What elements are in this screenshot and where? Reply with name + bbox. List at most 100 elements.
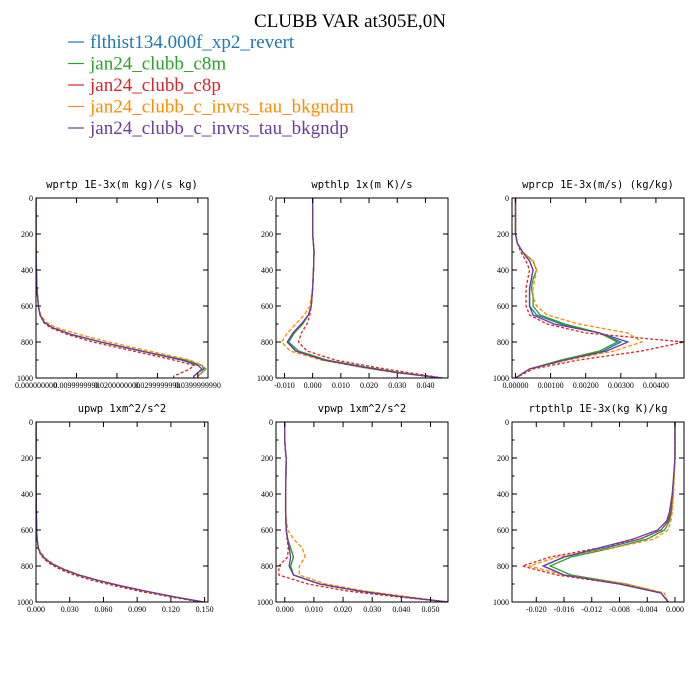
plot-frame xyxy=(275,421,449,603)
y-tick-label: 0 xyxy=(505,194,509,203)
series-line xyxy=(36,198,203,378)
series-line xyxy=(36,422,201,602)
series-line xyxy=(284,422,448,602)
legend-label: jan24_clubb_c8m xyxy=(89,54,226,75)
y-tick-label: 800 xyxy=(261,338,273,347)
y-tick-label: 400 xyxy=(21,490,33,499)
series-line xyxy=(284,422,448,602)
series-line xyxy=(287,198,443,378)
series-line xyxy=(286,198,443,378)
x-tick-label: 0.090 xyxy=(128,605,146,614)
y-tick-label: 800 xyxy=(21,562,33,571)
chart-panel: wprtp 1E-3x(m kg)/(s kg) 0 200 400 600 800 100… xyxy=(15,179,221,390)
panel-title: upwp 1xm^2/s^2 xyxy=(78,403,167,415)
series-line xyxy=(514,198,684,378)
series-line xyxy=(36,422,204,602)
plot-frame xyxy=(35,197,209,379)
y-tick-label: 0 xyxy=(269,418,273,427)
panel-title: rtpthlp 1E-3x(kg K)/kg xyxy=(528,403,667,415)
y-tick-label: 1000 xyxy=(493,374,509,383)
series-line xyxy=(36,422,204,602)
series-group xyxy=(514,198,684,378)
y-tick-label: 200 xyxy=(21,454,33,463)
panel-title: wprcp 1E-3x(m/s) (kg/kg) xyxy=(522,179,674,191)
x-tick-label: 0.0299999990 xyxy=(134,381,180,390)
y-tick-label: 400 xyxy=(21,266,33,275)
x-tick-label: 0.120 xyxy=(162,605,180,614)
y-tick-label: 1000 xyxy=(257,374,273,383)
x-tick-label: -0.004 xyxy=(637,605,658,614)
x-tick-label: 0.050 xyxy=(422,605,440,614)
panel-title: wprtp 1E-3x(m kg)/(s kg) xyxy=(46,179,198,191)
series-line xyxy=(36,198,205,378)
legend-label: jan24_clubb_c8p xyxy=(89,75,221,96)
x-tick-label: 0.030 xyxy=(363,605,381,614)
series-line xyxy=(284,422,448,602)
y-tick-label: 200 xyxy=(261,230,273,239)
x-tick-label: 0.000 xyxy=(666,605,684,614)
x-tick-label: -0.010 xyxy=(274,381,295,390)
series-line xyxy=(284,422,448,602)
x-tick-label: 0.000 xyxy=(304,381,322,390)
x-tick-label: -0.008 xyxy=(609,605,630,614)
chart-panel: rtpthlp 1E-3x(kg K)/kg 0 200 400 600 800 1000 -… xyxy=(493,403,685,614)
y-tick-label: 400 xyxy=(261,490,273,499)
panels: wprtp 1E-3x(m kg)/(s kg) 0 200 400 600 800 100… xyxy=(15,179,685,614)
x-tick-label: 0.020 xyxy=(334,605,352,614)
panel-title: wpthlp 1x(m K)/s xyxy=(311,179,412,191)
y-tick-label: 400 xyxy=(497,266,509,275)
y-tick-label: 800 xyxy=(261,562,273,571)
y-tick-label: 600 xyxy=(261,302,273,311)
x-tick-label: 0.150 xyxy=(196,605,214,614)
y-tick-label: 0 xyxy=(505,418,509,427)
y-tick-label: 600 xyxy=(21,302,33,311)
plot-frame xyxy=(35,421,209,603)
series-group xyxy=(36,198,207,378)
x-tick-label: -0.020 xyxy=(526,605,547,614)
y-tick-label: 600 xyxy=(497,526,509,535)
series-line xyxy=(514,198,644,378)
chart-panel: wprcp 1E-3x(m/s) (kg/kg) 0 200 400 600 800 100… xyxy=(493,179,685,390)
y-tick-label: 200 xyxy=(261,454,273,463)
series-line xyxy=(527,422,676,602)
x-tick-label: 0.0399999990 xyxy=(175,381,221,390)
series-line xyxy=(36,198,207,378)
y-tick-label: 0 xyxy=(29,418,33,427)
panel-title: vpwp 1xm^2/s^2 xyxy=(318,403,407,415)
x-tick-label: 0.000 xyxy=(27,605,45,614)
y-tick-label: 1000 xyxy=(257,598,273,607)
series-line xyxy=(36,422,204,602)
series-line xyxy=(36,198,196,378)
y-tick-label: 1000 xyxy=(17,598,33,607)
chart-panel: wpthlp 1x(m K)/s 0 200 400 600 800 1000-0.010 0… xyxy=(257,179,449,390)
y-tick-label: 200 xyxy=(497,454,509,463)
x-tick-label: 0.030 xyxy=(388,381,406,390)
series-line xyxy=(286,198,443,378)
y-tick-label: 800 xyxy=(497,562,509,571)
legend-label: jan24_clubb_c_invrs_tau_bkgndp xyxy=(89,118,349,139)
series-line xyxy=(541,422,676,602)
y-tick-label: 400 xyxy=(497,490,509,499)
x-tick-label: 0.030 xyxy=(61,605,79,614)
x-tick-label: 0.020 xyxy=(360,381,378,390)
y-tick-label: 800 xyxy=(21,338,33,347)
series-line xyxy=(278,422,448,602)
series-line xyxy=(520,422,676,602)
x-tick-label: 0.010 xyxy=(305,605,323,614)
x-tick-label: 0.00400 xyxy=(643,381,669,390)
x-tick-label: 0.00100 xyxy=(538,381,564,390)
y-tick-label: 600 xyxy=(261,526,273,535)
y-tick-label: 800 xyxy=(497,338,509,347)
x-tick-label: -0.012 xyxy=(581,605,602,614)
y-tick-label: 1000 xyxy=(493,598,509,607)
x-tick-label: 0.010 xyxy=(332,381,350,390)
series-group xyxy=(278,422,448,602)
series-line xyxy=(548,422,676,602)
x-tick-label: -0.016 xyxy=(554,605,575,614)
legend-label: flthist134.000f_xp2_revert xyxy=(90,32,295,53)
plot-frame xyxy=(511,421,685,603)
x-tick-label: 0.040 xyxy=(392,605,410,614)
